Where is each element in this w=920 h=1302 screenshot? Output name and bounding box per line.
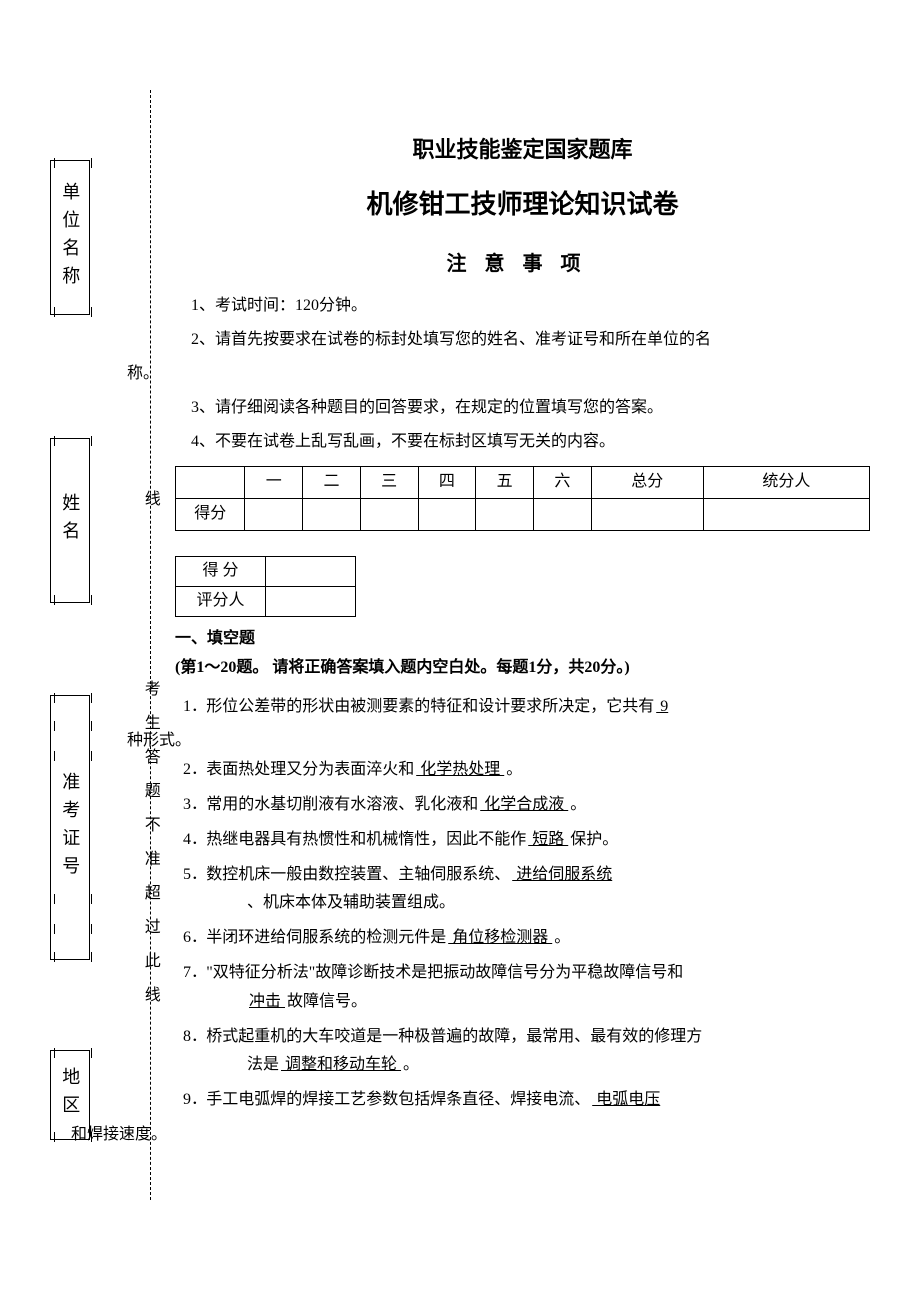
q-text: 常用的水基切削液有水溶液、乳化液和 — [206, 796, 478, 813]
q-num: 2． — [183, 756, 202, 785]
score-col: 统分人 — [703, 467, 869, 499]
score-cell[interactable] — [533, 499, 591, 531]
q-text: "双特征分析法"故障诊断技术是把振动故障信号分为平稳故障信号和 — [206, 964, 683, 981]
score-table-header-row: 一 二 三 四 五 六 总分 统分人 — [176, 467, 870, 499]
question-6: 6． 半闭环进给伺服系统的检测元件是 角位移检测器 。 — [183, 924, 870, 953]
q-num: 4． — [183, 826, 202, 855]
answer-blank[interactable]: 进给伺服系统 — [510, 866, 614, 883]
side-label-examno: 准考证号 — [50, 695, 90, 960]
supertitle: 职业技能鉴定国家题库 — [175, 130, 870, 170]
q-text: 半闭环进给伺服系统的检测元件是 — [206, 929, 446, 946]
q-text: 表面热处理又分为表面淬火和 — [206, 761, 414, 778]
score-col: 一 — [245, 467, 303, 499]
question-list: 2． 表面热处理又分为表面淬火和 化学热处理 。 3． 常用的水基切削液有水溶液… — [175, 756, 870, 1115]
q8-continuation: 法是 调整和移动车轮 。 — [215, 1051, 870, 1080]
section-1-sub: (第1～20题。 请将正确答案填入题内空白处。每题1分，共20分。) — [175, 654, 870, 683]
question-9: 9． 手工电弧焊的焊接工艺参数包括焊条直径、焊接电流、 电弧电压 — [183, 1086, 870, 1115]
score-col: 五 — [476, 467, 534, 499]
score-cell[interactable] — [360, 499, 418, 531]
score-col: 六 — [533, 467, 591, 499]
q-num: 1． — [183, 693, 202, 722]
score-col — [176, 467, 245, 499]
question-7: 7． "双特征分析法"故障诊断技术是把振动故障信号分为平稳故障信号和 冲击 故障… — [183, 959, 870, 1017]
notice-heading: 注意事项 — [175, 246, 870, 282]
answer-blank[interactable]: 冲击 — [247, 993, 287, 1010]
q-end: 保护。 — [570, 831, 618, 848]
q-num: 6． — [183, 924, 202, 953]
score-table: 一 二 三 四 五 六 总分 统分人 得分 — [175, 466, 870, 531]
answer-blank[interactable]: 角位移检测器 — [446, 929, 554, 946]
question-8: 8． 桥式起重机的大车咬道是一种极普遍的故障，最常用、最有效的修理方 法是 调整… — [183, 1023, 870, 1081]
q-text: 手工电弧焊的焊接工艺参数包括焊条直径、焊接电流、 — [206, 1091, 590, 1108]
answer-blank[interactable]: 短路 — [526, 831, 570, 848]
main-content: 职业技能鉴定国家题库 机修钳工技师理论知识试卷 注意事项 1、考试时间：120分… — [175, 130, 870, 1150]
seal-vertical-char: 线 — [135, 490, 164, 524]
question-list: 1． 形位公差带的形状由被测要素的特征和设计要求所决定，它共有 9 — [175, 693, 870, 722]
q-text: 热继电器具有热惯性和机械惰性，因此不能作 — [206, 831, 526, 848]
q-text: 桥式起重机的大车咬道是一种极普遍的故障，最常用、最有效的修理方 — [206, 1028, 702, 1045]
score-row-label: 得分 — [176, 499, 245, 531]
q-text: 数控机床一般由数控装置、主轴伺服系统、 — [206, 866, 510, 883]
score-col: 总分 — [591, 467, 703, 499]
score-table-value-row: 得分 — [176, 499, 870, 531]
small-table-r2: 评分人 — [176, 587, 266, 617]
answer-blank[interactable]: 9 — [654, 698, 670, 715]
q7-continuation: 冲击 故障信号。 — [215, 988, 870, 1017]
score-cell[interactable] — [476, 499, 534, 531]
score-cell[interactable] — [245, 499, 303, 531]
q-num: 7． — [183, 959, 202, 988]
question-1: 1． 形位公差带的形状由被测要素的特征和设计要求所决定，它共有 9 — [183, 693, 870, 722]
answer-blank[interactable]: 电弧电压 — [590, 1091, 662, 1108]
notice-3: 3、请仔细阅读各种题目的回答要求，在规定的位置填写您的答案。 — [175, 394, 870, 423]
q-text: 法是 — [247, 1056, 279, 1073]
notice-1: 1、考试时间：120分钟。 — [175, 292, 870, 321]
small-table-r1: 得 分 — [176, 557, 266, 587]
q-end: 。 — [570, 796, 586, 813]
q-num: 5． — [183, 861, 202, 890]
q-num: 9． — [183, 1086, 202, 1115]
main-title: 机修钳工技师理论知识试卷 — [175, 182, 870, 229]
q-end: 。 — [506, 761, 522, 778]
side-label-name-box: 姓名 — [50, 438, 90, 603]
q1-trailing: 种形式。 — [175, 727, 870, 756]
page: 单位名称 姓名 准考证号 地区 线 考生答题不准超过此线 职业技能鉴定国家题库 — [0, 0, 920, 1302]
score-cell[interactable] — [591, 499, 703, 531]
answer-blank[interactable]: 化学热处理 — [414, 761, 506, 778]
q-end: 。 — [554, 929, 570, 946]
side-label-text: 地区 — [54, 1067, 86, 1123]
q-num: 8． — [183, 1023, 202, 1052]
score-col: 二 — [303, 467, 361, 499]
score-col: 四 — [418, 467, 476, 499]
notice-4: 4、不要在试卷上乱写乱画，不要在标封区填写无关的内容。 — [175, 428, 870, 457]
notice-2: 2、请首先按要求在试卷的标封处填写您的姓名、准考证号和所在单位的名 — [175, 326, 870, 355]
q5-continuation: 、机床本体及辅助装置组成。 — [215, 889, 870, 918]
score-col: 三 — [360, 467, 418, 499]
binding-sidebar: 单位名称 姓名 准考证号 地区 — [50, 0, 110, 1302]
score-cell[interactable] — [303, 499, 361, 531]
score-cell[interactable] — [703, 499, 869, 531]
question-3: 3． 常用的水基切削液有水溶液、乳化液和 化学合成液 。 — [183, 791, 870, 820]
side-label-text: 单位名称 — [54, 182, 86, 294]
q-end: 故障信号。 — [287, 993, 367, 1010]
q-end: 。 — [403, 1056, 419, 1073]
answer-blank[interactable]: 化学合成液 — [478, 796, 570, 813]
answer-blank[interactable]: 调整和移动车轮 — [279, 1056, 403, 1073]
q-num: 3． — [183, 791, 202, 820]
side-label-text: 准考证号 — [54, 772, 86, 884]
section-1-heading: 一、填空题 — [175, 625, 870, 654]
question-4: 4． 热继电器具有热惯性和机械惰性，因此不能作 短路 保护。 — [183, 826, 870, 855]
section-score-table: 得 分 评分人 — [175, 556, 356, 617]
q-text: 形位公差带的形状由被测要素的特征和设计要求所决定，它共有 — [206, 698, 654, 715]
question-2: 2． 表面热处理又分为表面淬火和 化学热处理 。 — [183, 756, 870, 785]
side-label-text: 姓名 — [54, 493, 86, 549]
notice-2-trail: 称。 — [175, 360, 870, 389]
small-table-cell[interactable] — [266, 557, 356, 587]
side-label-unit: 单位名称 — [50, 160, 90, 315]
q9-trailing: 和焊接速度。 — [119, 1121, 870, 1150]
seal-dashed-line — [150, 90, 151, 1200]
small-table-cell[interactable] — [266, 587, 356, 617]
score-cell[interactable] — [418, 499, 476, 531]
question-5: 5． 数控机床一般由数控装置、主轴伺服系统、 进给伺服系统 、机床本体及辅助装置… — [183, 861, 870, 919]
